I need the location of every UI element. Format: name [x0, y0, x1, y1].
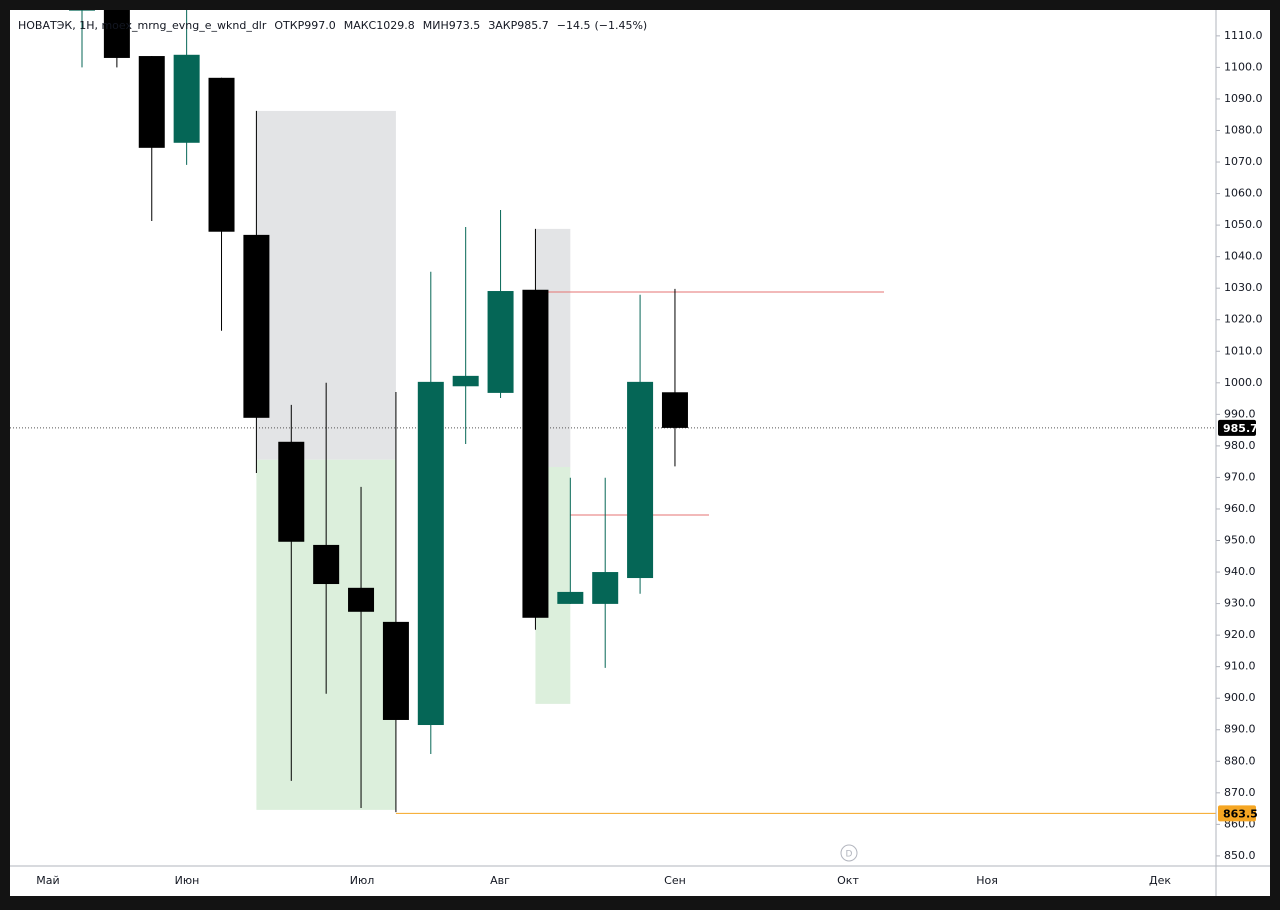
change-percent: (−1.45%)	[594, 19, 647, 32]
candle-body	[592, 572, 619, 604]
y-tick-label: 1010.0	[1224, 344, 1263, 357]
chart-title: НОВАТЭК, 1H, moex_mrng_evng_e_wknd_dlr	[18, 19, 267, 32]
x-tick-label: Окт	[837, 874, 859, 887]
candle-body	[138, 56, 165, 148]
last-price-label-bg	[1218, 419, 1256, 436]
dividend-icon-letter: D	[846, 850, 853, 860]
y-tick-label: 1080.0	[1224, 123, 1263, 136]
candle-body	[661, 392, 688, 428]
y-tick-label: 1000.0	[1224, 376, 1263, 389]
ohlc-value: 997.0	[304, 19, 336, 32]
dividend-icon[interactable]	[840, 844, 858, 862]
legend-header: НОВАТЭК, 1H, moex_mrng_evng_e_wknd_dlr ОТ…	[18, 19, 647, 32]
level-price-label: 863.5	[1223, 807, 1258, 820]
candle-body	[382, 621, 409, 720]
y-tick-label: 1070.0	[1224, 155, 1263, 168]
x-tick-label: Июн	[175, 874, 200, 887]
x-tick-label: Дек	[1149, 874, 1171, 887]
ohlc-name: МИН	[423, 19, 449, 32]
y-tick-label: 940.0	[1224, 565, 1256, 578]
y-tick-label: 1110.0	[1224, 29, 1263, 42]
y-tick-label: 990.0	[1224, 407, 1256, 420]
legend-text: НОВАТЭК, 1H, moex_mrng_evng_e_wknd_dlr ОТ…	[18, 19, 647, 32]
candle-body	[69, 10, 95, 11]
ohlc-name: ОТКР	[274, 19, 304, 32]
y-tick-label: 880.0	[1224, 754, 1256, 767]
candle-body	[522, 289, 549, 618]
candle-body	[103, 10, 130, 58]
y-tick-label: 850.0	[1224, 849, 1256, 862]
y-tick-label: 1060.0	[1224, 187, 1263, 200]
y-tick-label: 1050.0	[1224, 218, 1263, 231]
x-tick-label: Ноя	[976, 874, 998, 887]
y-tick-label: 890.0	[1224, 723, 1256, 736]
candle-body	[278, 441, 305, 542]
candle-body	[417, 381, 444, 726]
x-tick-label: Сен	[664, 874, 686, 887]
change-value: −14.5	[557, 19, 591, 32]
ohlc-name: МАКС	[344, 19, 377, 32]
last-price-label: 985.7	[1223, 422, 1258, 435]
x-tick-label: Июл	[350, 874, 375, 887]
y-tick-label: 1030.0	[1224, 281, 1263, 294]
ohlc-name: ЗАКР	[488, 19, 517, 32]
candle-body	[348, 587, 375, 612]
y-tick-label: 980.0	[1224, 439, 1256, 452]
ohlc-value: 1029.8	[376, 19, 415, 32]
candle-body	[487, 291, 514, 393]
y-tick-label: 900.0	[1224, 691, 1256, 704]
candle-body	[557, 591, 584, 604]
y-tick-label: 970.0	[1224, 470, 1256, 483]
candle-body	[627, 381, 654, 579]
y-tick-label: 1100.0	[1224, 60, 1263, 73]
ohlc-value: 985.7	[517, 19, 549, 32]
y-tick-label: 920.0	[1224, 628, 1256, 641]
candle-body	[173, 54, 200, 143]
ohlc-value: 973.5	[449, 19, 481, 32]
level-price-label-bg	[1218, 805, 1256, 822]
y-tick-label: 950.0	[1224, 534, 1256, 547]
y-tick-label: 870.0	[1224, 786, 1256, 799]
y-tick-label: 930.0	[1224, 597, 1256, 610]
y-tick-label: 1090.0	[1224, 92, 1263, 105]
candle-body	[243, 234, 270, 418]
plot-pane	[10, 10, 1216, 814]
x-tick-label: Авг	[490, 874, 510, 887]
candle-body	[208, 77, 235, 232]
y-tick-label: 1040.0	[1224, 250, 1263, 263]
candle-body	[452, 375, 479, 387]
x-tick-label: Май	[36, 874, 59, 887]
y-tick-label: 1020.0	[1224, 313, 1263, 326]
y-tick-label: 910.0	[1224, 660, 1256, 673]
candle-body	[313, 544, 340, 585]
y-tick-label: 960.0	[1224, 502, 1256, 515]
